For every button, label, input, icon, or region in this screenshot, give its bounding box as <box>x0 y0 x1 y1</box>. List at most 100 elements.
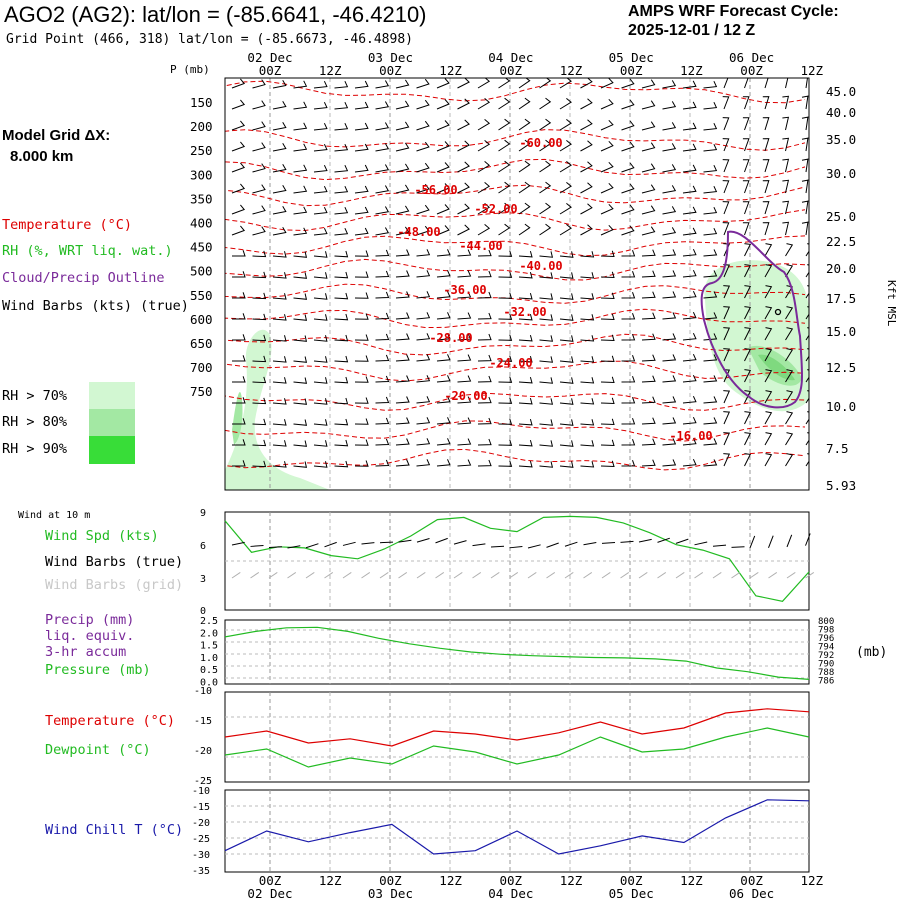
wind-barb <box>395 396 410 404</box>
pressure-surface-tick: 794 <box>818 643 834 653</box>
wind-barb <box>231 183 246 194</box>
wind-barb <box>703 333 718 341</box>
wind-barb <box>416 417 431 425</box>
legend-rh70-label: RH > 70% <box>2 388 68 404</box>
wind-barb <box>539 118 552 131</box>
wind-barb <box>703 438 718 446</box>
wind-barb <box>375 249 390 257</box>
wind-barb <box>641 417 656 425</box>
height-tick: 40.0 <box>826 105 856 120</box>
wind-barb <box>764 411 773 425</box>
panel-precip-pressure <box>224 619 810 685</box>
wind-barb <box>416 225 430 236</box>
wind-barb <box>375 291 390 299</box>
wind-barb <box>764 306 773 320</box>
wind-barb <box>723 285 731 299</box>
surface-barb-true <box>601 542 616 544</box>
wind-barb <box>580 314 595 321</box>
wind-barb <box>457 161 470 173</box>
wind-barb <box>641 459 656 467</box>
temperature-label: -32.00 <box>503 305 546 319</box>
wind-barb <box>231 78 246 89</box>
wind-barb <box>272 101 287 110</box>
wind-barb <box>334 418 349 426</box>
wind-barb <box>313 272 328 279</box>
wind-barb <box>641 121 656 131</box>
series-wind-chill <box>224 799 810 855</box>
wind-barb <box>252 418 267 426</box>
wind-barb <box>375 417 390 425</box>
wind-barb <box>805 327 809 341</box>
temperature-tick: -15 <box>194 716 212 727</box>
wind-barb <box>477 417 492 425</box>
legend-wind-barbs-true: Wind Barbs (true) <box>45 554 184 570</box>
temperature-tick: -10 <box>194 686 212 697</box>
pressure-surface-tick: 786 <box>818 677 834 687</box>
wind-barb <box>334 271 349 279</box>
wind-barb <box>313 356 328 363</box>
wind-barb <box>559 140 572 152</box>
series-temperature <box>224 708 810 747</box>
legend-rh70-swatch <box>89 382 135 409</box>
wind-barb <box>395 312 410 320</box>
wind-barb <box>436 291 451 299</box>
wind-barb <box>722 159 730 173</box>
wind-barb <box>621 99 635 110</box>
wind-barb <box>518 223 531 236</box>
wind-barb <box>354 271 369 278</box>
wind-barb <box>805 411 809 425</box>
wind-barb <box>498 376 513 383</box>
wind-barb <box>785 78 789 89</box>
surface-barb-true <box>620 540 634 543</box>
wind-barb <box>477 203 491 215</box>
wind-barb <box>621 120 635 131</box>
wind-barb <box>375 375 390 383</box>
wind-barb <box>457 249 472 257</box>
wind-barb <box>498 334 513 341</box>
wind-barb <box>580 335 595 342</box>
height-tick: 12.5 <box>826 360 856 375</box>
height-tick: 35.0 <box>826 132 856 147</box>
pressure-unit-label: (mb) <box>856 645 887 660</box>
wind-barb <box>395 163 410 173</box>
temperature-label: -60.00 <box>519 136 562 150</box>
wind-barb <box>477 182 491 194</box>
wind-barb <box>600 250 615 258</box>
pressure-tick: 650 <box>190 336 213 351</box>
wind-barb <box>539 160 552 173</box>
wind-barb <box>782 200 790 215</box>
wind-barb <box>559 419 574 426</box>
wind-barb <box>518 118 531 131</box>
wind-barb <box>436 459 451 467</box>
wind-barb <box>293 185 308 194</box>
wind-barb <box>682 185 697 194</box>
wind-barb <box>722 138 730 152</box>
surface-barb-true <box>712 544 727 547</box>
surface-wind-barbs <box>231 533 815 579</box>
wind-barb <box>662 459 677 467</box>
wind-barb <box>232 376 246 383</box>
wind-barb <box>703 164 718 173</box>
wind-barb <box>293 227 308 236</box>
wind-barb <box>641 291 656 299</box>
wind-barb <box>313 335 328 342</box>
wind-barb <box>662 375 677 383</box>
wind-barb <box>477 161 491 173</box>
wind-barb <box>539 314 554 321</box>
temperature-label: -16.00 <box>669 429 712 443</box>
wind-barb <box>416 291 431 299</box>
wind-barb <box>703 396 718 404</box>
time-tick-bottom: 12Z <box>680 873 703 888</box>
wind-barb <box>703 270 718 278</box>
surface-barb-true <box>231 541 245 546</box>
wind-barb <box>580 119 593 131</box>
wind-barb <box>682 311 697 320</box>
wind-barb <box>785 411 794 425</box>
wind-barb <box>539 461 554 468</box>
wind-barb <box>600 397 615 405</box>
wind-barb <box>457 98 470 110</box>
legend-temperature: Temperature (°C) <box>2 217 133 233</box>
wind-barb <box>375 185 390 194</box>
wind-barb <box>457 417 472 425</box>
pressure-tick: 700 <box>190 360 213 375</box>
